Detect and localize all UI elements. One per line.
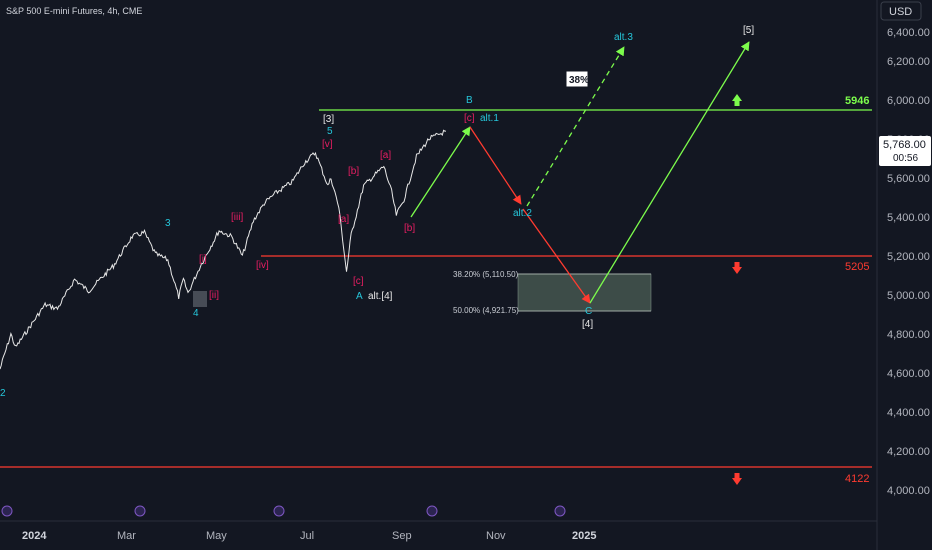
wave-label: [a] [338,214,349,225]
time-axis[interactable]: 2024 Mar May Jul Sep Nov 2025 [22,530,596,542]
fib-top-label: 38.20% (5,110.50) [453,270,519,279]
time-label: 2024 [22,530,47,542]
price-tick: 4,600.00 [887,368,930,380]
price-tick: 5,400.00 [887,212,930,224]
time-label: May [206,530,227,542]
event-marker-icon[interactable] [1,505,13,517]
wave-label: alt.3 [614,32,633,43]
projection-alt3-dashed [526,46,625,207]
wave-label: [b] [404,223,415,234]
arrow-up-icon [732,94,742,106]
fib-annotation-box [565,70,589,88]
price-tick: 4,800.00 [887,329,930,341]
arrow-down-icon [732,473,742,485]
arrow-down-icon [732,262,742,274]
wave-label: A [356,291,363,302]
time-label: Nov [486,530,506,542]
price-tick: 6,200.00 [887,56,930,68]
price-scale[interactable]: 4,000.00 4,200.00 4,400.00 4,600.00 4,80… [887,27,930,497]
event-marker-icon[interactable] [426,505,438,517]
wave-label: 2 [0,388,6,399]
price-tick: 6,000.00 [887,95,930,107]
time-label: Sep [392,530,412,542]
price-tick: 4,400.00 [887,407,930,419]
projection-up-to-B [410,126,471,218]
wave-label: [iii] [231,212,243,223]
current-price: 5,768.00 [883,139,926,151]
projection-down-to-C [522,208,591,304]
event-marker-icon[interactable] [554,505,566,517]
level-label-5946: 5946 [845,95,869,107]
wave-label: [i] [199,254,207,265]
wave-label: [b] [348,166,359,177]
price-tick: 5,000.00 [887,290,930,302]
wave-label: [ii] [209,290,219,301]
projection-down-to-alt2 [469,126,522,205]
current-price-box [879,136,931,166]
wave-label: 5 [327,126,333,137]
fib-annotation: 38% [569,75,589,86]
price-tick: 4,000.00 [887,485,930,497]
wave-labels: 2 3 4 [i] [ii] [iii] [iv] [3] 5 [v] [b] … [0,25,754,399]
wave-label: [c] [353,276,364,287]
time-label: 2025 [572,530,596,542]
time-label: Mar [117,530,136,542]
price-tick: 5,600.00 [887,173,930,185]
wave-label: [v] [322,139,333,150]
price-tick: 4,200.00 [887,446,930,458]
wave-label: [3] [323,114,334,125]
fib-bottom-label: 50.00% (4,921.75) [453,306,519,315]
event-markers[interactable] [1,505,566,517]
chart-title: S&P 500 E-mini Futures, 4h, CME [6,6,142,16]
wave-label: B [466,95,473,106]
currency-box[interactable] [880,1,922,21]
price-tick: 5,200.00 [887,251,930,263]
currency-label: USD [889,6,912,18]
event-marker-icon[interactable] [273,505,285,517]
countdown: 00:56 [893,153,918,164]
wave-label: alt.2 [513,208,532,219]
price-tick: 6,400.00 [887,27,930,39]
wave-label: [c] [464,113,475,124]
wave-label: alt.[4] [368,291,393,302]
wave-label: [a] [380,150,391,161]
level-label-5205: 5205 [845,261,869,273]
event-marker-icon[interactable] [134,505,146,517]
wave-label: alt.1 [480,113,499,124]
wave-label: [iv] [256,260,269,271]
wave-label: C [585,306,592,317]
wave-label: 4 [193,308,199,319]
time-label: Jul [300,530,314,542]
level-label-4122: 4122 [845,473,869,485]
wave4-box [193,291,207,307]
wave-label: [5] [743,25,754,36]
price-series-line [0,129,447,370]
wave-label: 3 [165,218,171,229]
projection-up-to-5 [589,41,750,304]
wave-label: [4] [582,319,593,330]
